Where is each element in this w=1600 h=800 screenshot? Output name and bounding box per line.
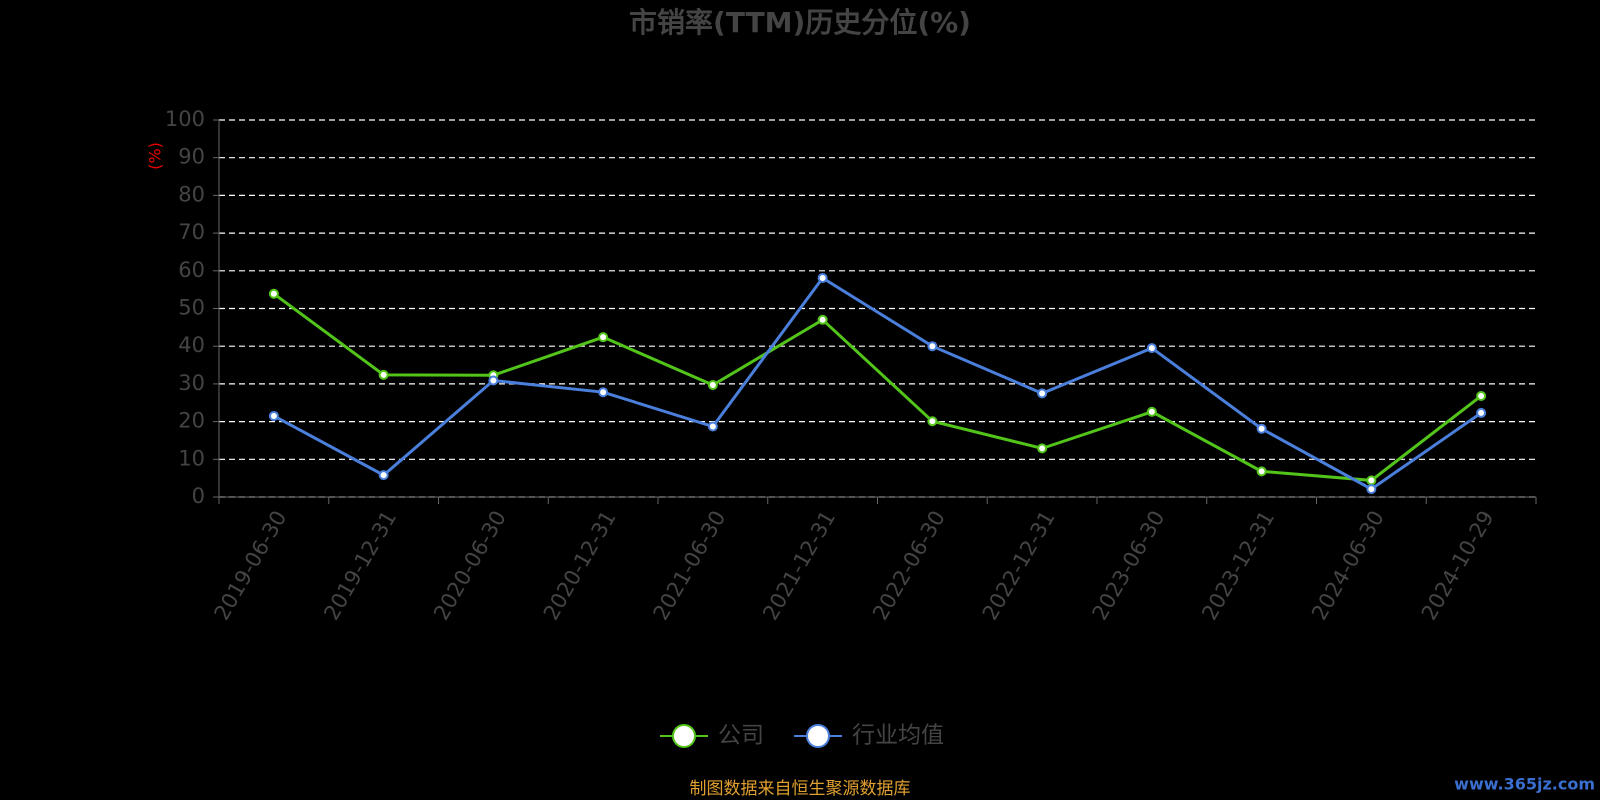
point [1037, 388, 1048, 399]
point [817, 272, 828, 283]
watermark: www.365jz.com [1454, 775, 1595, 794]
point [1476, 390, 1487, 401]
y-tick-label: 10 [178, 446, 205, 470]
y-tick-label: 80 [178, 182, 205, 206]
y-tick-label: 40 [178, 333, 205, 357]
point [378, 470, 389, 481]
point [1146, 406, 1157, 417]
point [1476, 407, 1487, 418]
y-axis-label: (%) [146, 142, 165, 170]
y-tick-label: 0 [192, 484, 205, 508]
point [378, 369, 389, 380]
legend-marker [806, 724, 830, 748]
series-line [272, 292, 1483, 482]
point [927, 416, 938, 427]
point [1256, 466, 1267, 477]
point [817, 314, 828, 325]
y-tick-label: 20 [178, 409, 205, 433]
point [1366, 475, 1377, 486]
point [268, 410, 279, 421]
y-tick-label: 70 [178, 220, 205, 244]
point [927, 341, 938, 352]
point [488, 375, 499, 386]
legend-label: 行业均值 [852, 723, 944, 749]
y-tick-label: 60 [178, 258, 205, 282]
y-tick-label: 90 [178, 145, 205, 169]
point [707, 421, 718, 432]
point [268, 288, 279, 299]
y-tick-label: 100 [165, 107, 205, 131]
legend-label: 公司 [718, 723, 764, 749]
point [598, 332, 609, 343]
point [1366, 484, 1377, 495]
legend-marker [672, 724, 696, 748]
point [1256, 423, 1267, 434]
chart-title: 市销率(TTM)历史分位(%) [629, 6, 971, 39]
series-line [273, 275, 1482, 491]
footer: 制图数据来自恒生聚源数据库 [690, 779, 911, 799]
point [1037, 443, 1048, 454]
y-tick-label: 50 [178, 296, 205, 320]
point [707, 380, 718, 391]
y-tick-label: 30 [178, 371, 205, 395]
point [1146, 343, 1157, 354]
point [598, 387, 609, 398]
